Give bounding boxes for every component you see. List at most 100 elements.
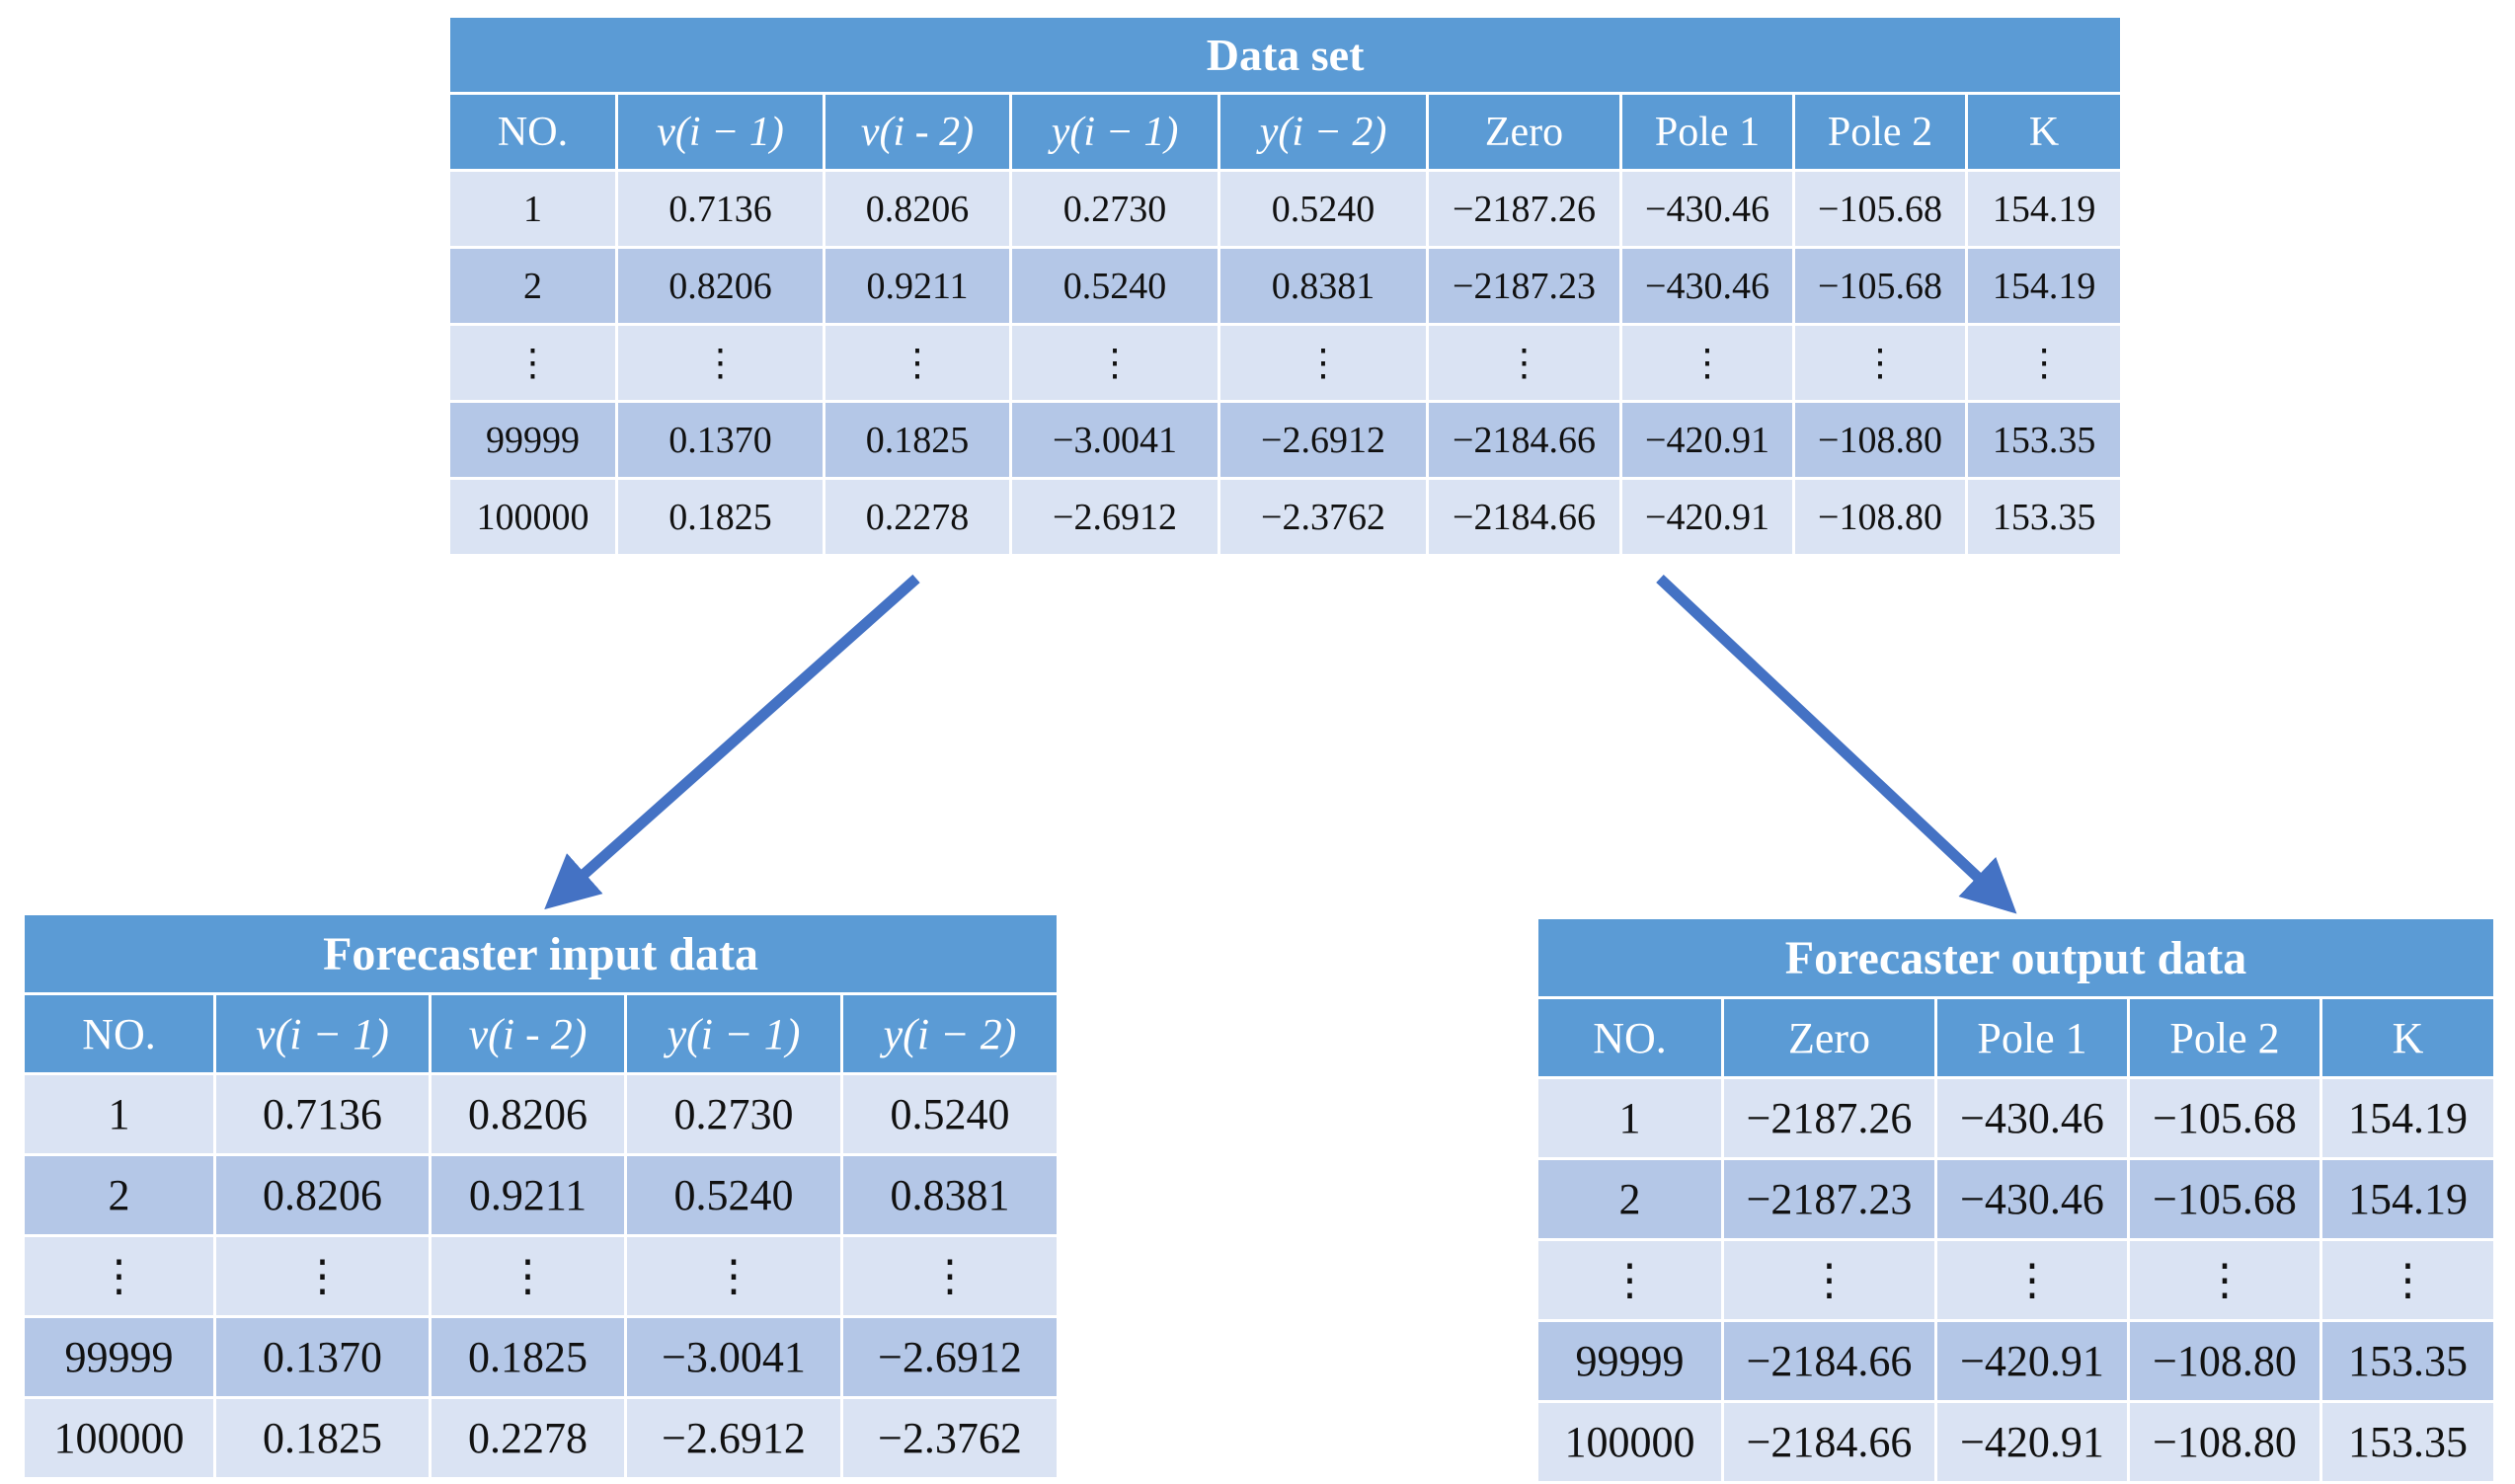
table-cell: 0.5240 — [839, 1072, 1061, 1156]
table-cell: −2184.66 — [1426, 477, 1622, 557]
col-header-k: K — [2319, 996, 2497, 1079]
table-cell: ⋮ — [1934, 1238, 2130, 1322]
table-row: ⋮ ⋮ ⋮ ⋮ ⋮ — [1535, 1238, 2497, 1322]
col-header-zero: Zero — [1721, 996, 1937, 1079]
output-body: 1 −2187.26 −430.46 −105.68 154.19 2 −2187.23 −4… — [1535, 1076, 2497, 1484]
col-header-pole-1: Pole 1 — [1619, 92, 1795, 172]
table-cell: 0.1370 — [615, 400, 825, 480]
table-cell: −2.6912 — [624, 1396, 843, 1480]
table-cell: 0.5240 — [1218, 169, 1429, 249]
dataset-title: Data set — [446, 15, 2124, 95]
col-header-pole-1: Pole 1 — [1934, 996, 2130, 1079]
table-row: ⋮ ⋮ ⋮ ⋮ ⋮ — [22, 1234, 1061, 1318]
table-cell: −105.68 — [1792, 169, 1968, 249]
table-cell: 153.35 — [2319, 1400, 2497, 1484]
table-cell: 0.2278 — [429, 1396, 627, 1480]
table-cell: −2.3762 — [839, 1396, 1061, 1480]
table-cell: ⋮ — [1009, 323, 1220, 403]
col-header-y-i-minus-1: y(i − 1) — [1009, 92, 1220, 172]
table-cell: 0.1825 — [823, 400, 1012, 480]
table-cell: 154.19 — [1964, 246, 2124, 326]
table-cell: −420.91 — [1619, 477, 1795, 557]
col-header-k: K — [1964, 92, 2124, 172]
table-row: ⋮ ⋮ ⋮ ⋮ ⋮ ⋮ ⋮ ⋮ ⋮ — [447, 323, 2124, 403]
input-body: 1 0.7136 0.8206 0.2730 0.5240 2 0.8206 0.9211 0.… — [22, 1072, 1061, 1480]
table-cell: 100000 — [1535, 1400, 1724, 1484]
table-cell: ⋮ — [1218, 323, 1429, 403]
col-header-y-i-minus-2: y(i − 2) — [839, 992, 1061, 1075]
table-cell: −2184.66 — [1721, 1319, 1937, 1403]
col-header-v-i-minus-1: v(i − 1) — [213, 992, 432, 1075]
table-row: 1 0.7136 0.8206 0.2730 0.5240 −2187.26 −430.46… — [447, 169, 2124, 249]
table-cell: ⋮ — [615, 323, 825, 403]
table-row: 100000 0.1825 0.2278 −2.6912 −2.3762 −2184.66… — [447, 477, 2124, 557]
table-cell: −2187.23 — [1426, 246, 1622, 326]
table-cell: ⋮ — [213, 1234, 432, 1318]
table-cell: −2187.26 — [1721, 1076, 1937, 1160]
table-cell: −2.6912 — [839, 1315, 1061, 1399]
table-cell: 0.8206 — [615, 246, 825, 326]
table-cell: −3.0041 — [1009, 400, 1220, 480]
table-row: 100000 −2184.66 −420.91 −108.80 153.35 — [1535, 1400, 2497, 1484]
table-cell: 0.5240 — [624, 1153, 843, 1237]
arrow-to-output — [1656, 574, 2017, 914]
col-header-zero: Zero — [1426, 92, 1622, 172]
table-cell: 0.5240 — [1009, 246, 1220, 326]
table-row: 1 0.7136 0.8206 0.2730 0.5240 — [22, 1072, 1061, 1156]
table-row: 99999 −2184.66 −420.91 −108.80 153.35 — [1535, 1319, 2497, 1403]
table-cell: 0.1825 — [615, 477, 825, 557]
table-cell: −430.46 — [1619, 246, 1795, 326]
table-cell: ⋮ — [823, 323, 1012, 403]
table-cell: −3.0041 — [624, 1315, 843, 1399]
table-cell: 0.2278 — [823, 477, 1012, 557]
table-cell: ⋮ — [22, 1234, 216, 1318]
table-cell: 0.7136 — [615, 169, 825, 249]
table-cell: ⋮ — [1721, 1238, 1937, 1322]
table-cell: −2187.23 — [1721, 1157, 1937, 1241]
table-cell: 153.35 — [2319, 1319, 2497, 1403]
table-cell: 0.8381 — [839, 1153, 1061, 1237]
col-header-y-i-minus-2: y(i − 2) — [1218, 92, 1429, 172]
table-cell: −2.3762 — [1218, 477, 1429, 557]
table-cell: 0.9211 — [429, 1153, 627, 1237]
table-cell: ⋮ — [1792, 323, 1968, 403]
table-cell: −2187.26 — [1426, 169, 1622, 249]
input-title: Forecaster input data — [21, 912, 1061, 995]
col-header-no: NO. — [447, 92, 618, 172]
table-cell: ⋮ — [839, 1234, 1061, 1318]
table-cell: 99999 — [22, 1315, 216, 1399]
table-cell: 0.8206 — [823, 169, 1012, 249]
table-row: 2 −2187.23 −430.46 −105.68 154.19 — [1535, 1157, 2497, 1241]
table-cell: −420.91 — [1619, 400, 1795, 480]
table-cell: ⋮ — [1426, 323, 1622, 403]
table-cell: 153.35 — [1964, 400, 2124, 480]
table-cell: 153.35 — [1964, 477, 2124, 557]
table-cell: 0.9211 — [823, 246, 1012, 326]
table-row: 100000 0.1825 0.2278 −2.6912 −2.3762 — [22, 1396, 1061, 1480]
table-cell: 154.19 — [1964, 169, 2124, 249]
col-header-pole-2: Pole 2 — [2127, 996, 2322, 1079]
table-cell: ⋮ — [447, 323, 618, 403]
table-cell: 154.19 — [2319, 1076, 2497, 1160]
table-cell: ⋮ — [2319, 1238, 2497, 1322]
table-cell: −430.46 — [1619, 169, 1795, 249]
table-cell: 99999 — [1535, 1319, 1724, 1403]
table-cell: 154.19 — [2319, 1157, 2497, 1241]
table-cell: 2 — [447, 246, 618, 326]
table-cell: −108.80 — [2127, 1400, 2322, 1484]
table-cell: 0.1825 — [213, 1396, 432, 1480]
table-cell: −108.80 — [1792, 477, 1968, 557]
table-cell: 99999 — [447, 400, 618, 480]
table-cell: 0.8381 — [1218, 246, 1429, 326]
table-cell: ⋮ — [1535, 1238, 1724, 1322]
col-header-no: NO. — [1535, 996, 1724, 1079]
table-cell: 0.7136 — [213, 1072, 432, 1156]
table-cell: −430.46 — [1934, 1076, 2130, 1160]
table-cell: 1 — [1535, 1076, 1724, 1160]
table-cell: 0.2730 — [1009, 169, 1220, 249]
table-cell: 100000 — [447, 477, 618, 557]
table-cell: 1 — [447, 169, 618, 249]
table-cell: 1 — [22, 1072, 216, 1156]
col-header-v-i-minus-2: v(i - 2) — [429, 992, 627, 1075]
